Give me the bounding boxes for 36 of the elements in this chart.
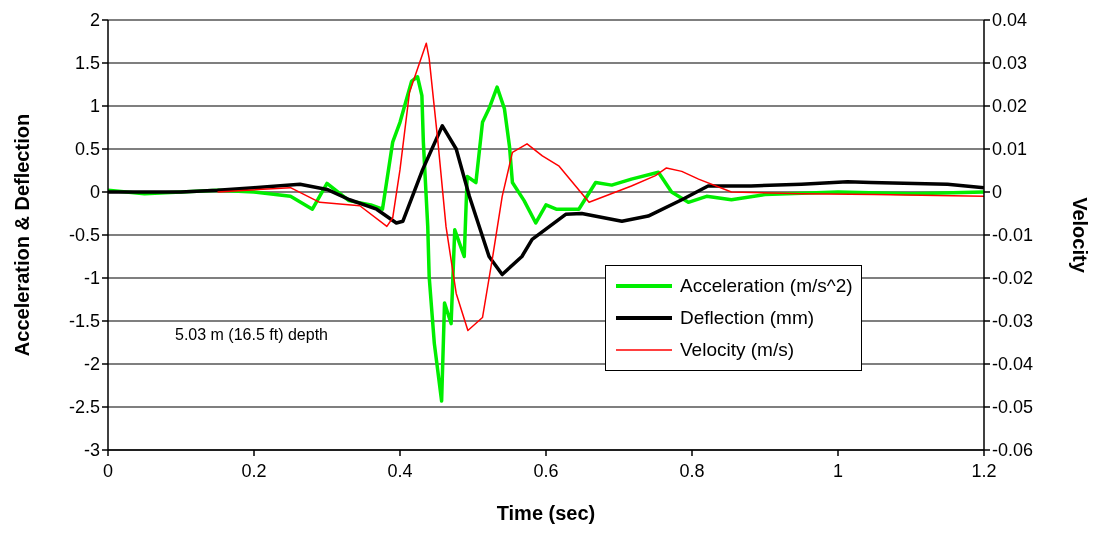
legend-label: Acceleration (m/s^2): [680, 275, 853, 297]
y-axis-title: Acceleration & Deflection: [11, 113, 34, 357]
y-tick-label: 0.5: [74, 139, 100, 160]
y2-tick-label: -0.05: [992, 397, 1034, 418]
x-tick-label: 0: [102, 460, 114, 481]
y-tick-label: 1: [89, 96, 100, 117]
x-tick-label: 1.2: [971, 460, 997, 481]
y-tick-label: -2.5: [68, 397, 100, 418]
y2-tick-label: -0.04: [992, 354, 1034, 375]
legend-label: Deflection (mm): [680, 307, 815, 329]
y2-tick-label: -0.06: [992, 440, 1034, 461]
y-tick-label: -3: [83, 440, 100, 461]
x-tick-label: 0.8: [679, 460, 705, 481]
x-tick-label: 1: [832, 460, 844, 481]
y-tick-label: 1.5: [74, 53, 100, 74]
y2-tick-label: -0.01: [992, 225, 1034, 246]
x-tick-label: 0.4: [387, 460, 413, 481]
y2-tick-label: 0.04: [992, 10, 1028, 31]
y-tick-label: -1.5: [68, 311, 100, 332]
y2-tick-label: 0: [992, 182, 1003, 203]
y2-axis-title: Velocity: [1068, 197, 1091, 274]
y2-tick-label: -0.02: [992, 268, 1034, 289]
y2-tick-label: 0.02: [992, 96, 1028, 117]
y-tick-label: 2: [89, 10, 100, 31]
x-tick-label: 0.2: [241, 460, 267, 481]
y-tick-label: -1: [83, 268, 100, 289]
y-tick-label: 0: [89, 182, 100, 203]
annotation: 5.03 m (16.5 ft) depth: [173, 326, 330, 344]
y-tick-label: -2: [83, 354, 100, 375]
y2-tick-label: 0.03: [992, 53, 1028, 74]
x-axis-title: Time (sec): [496, 502, 596, 524]
y2-tick-label: 0.01: [992, 139, 1028, 160]
y2-tick-label: -0.03: [992, 311, 1034, 332]
y-tick-label: -0.5: [68, 225, 100, 246]
x-tick-label: 0.6: [533, 460, 559, 481]
legend-label: Velocity (m/s): [680, 339, 795, 361]
